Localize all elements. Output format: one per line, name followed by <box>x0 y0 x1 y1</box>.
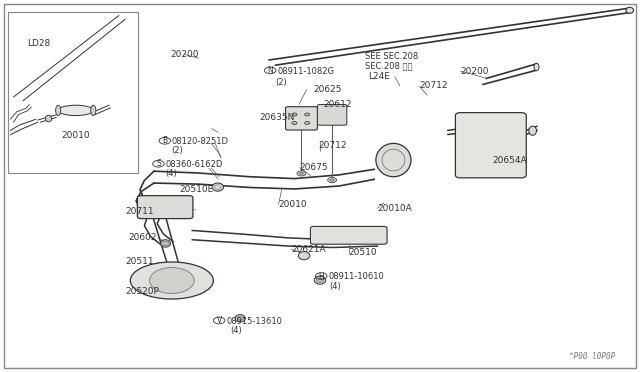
Circle shape <box>305 122 310 125</box>
Ellipse shape <box>161 240 171 247</box>
Circle shape <box>237 317 243 320</box>
Text: 20602: 20602 <box>129 233 157 243</box>
Ellipse shape <box>314 276 326 284</box>
Text: 20200: 20200 <box>170 50 198 59</box>
FancyBboxPatch shape <box>138 196 193 219</box>
Ellipse shape <box>529 126 536 135</box>
FancyBboxPatch shape <box>310 227 387 244</box>
Text: SEE SEC.208: SEE SEC.208 <box>365 52 418 61</box>
Text: 08120-8251D: 08120-8251D <box>172 137 229 146</box>
Circle shape <box>292 113 297 116</box>
Text: SEC.208 参照: SEC.208 参照 <box>365 61 412 70</box>
Ellipse shape <box>150 267 194 294</box>
Text: ^P00 l0P0P: ^P00 l0P0P <box>569 352 615 361</box>
Text: V: V <box>216 316 221 325</box>
Ellipse shape <box>298 251 310 260</box>
Text: 20010: 20010 <box>278 200 307 209</box>
Text: 20711: 20711 <box>125 208 154 217</box>
Circle shape <box>292 122 297 125</box>
Ellipse shape <box>212 183 223 191</box>
Text: 20510: 20510 <box>349 248 378 257</box>
Text: LD28: LD28 <box>28 39 51 48</box>
Text: 20511: 20511 <box>125 257 154 266</box>
Text: 20612: 20612 <box>323 100 352 109</box>
Text: 20635N: 20635N <box>259 113 294 122</box>
Ellipse shape <box>626 7 634 13</box>
Text: 20010A: 20010A <box>378 204 412 213</box>
Circle shape <box>328 177 337 183</box>
Ellipse shape <box>534 63 539 71</box>
Text: (4): (4) <box>330 282 341 291</box>
Circle shape <box>330 179 334 181</box>
Circle shape <box>300 172 303 174</box>
Text: 08911-10610: 08911-10610 <box>328 272 384 281</box>
Ellipse shape <box>58 105 93 116</box>
Text: 20510E: 20510E <box>179 185 214 194</box>
Ellipse shape <box>131 262 213 299</box>
Text: 08911-1082G: 08911-1082G <box>277 67 334 76</box>
Circle shape <box>297 171 306 176</box>
Circle shape <box>305 113 310 116</box>
Bar <box>8 12 138 173</box>
Text: (4): (4) <box>230 326 243 335</box>
Text: 20200: 20200 <box>461 67 489 76</box>
Text: 20625: 20625 <box>314 85 342 94</box>
Circle shape <box>162 241 170 246</box>
Text: (2): (2) <box>172 146 183 155</box>
Text: 20712: 20712 <box>419 81 447 90</box>
Text: H: H <box>319 272 324 280</box>
Text: 08915-13610: 08915-13610 <box>226 317 282 326</box>
Ellipse shape <box>45 115 52 122</box>
Text: N: N <box>268 66 273 75</box>
Text: 20654A: 20654A <box>492 155 527 164</box>
Text: (4): (4) <box>165 169 177 178</box>
Text: B: B <box>163 136 168 145</box>
FancyBboxPatch shape <box>317 105 347 125</box>
FancyBboxPatch shape <box>285 107 317 130</box>
Text: 20712: 20712 <box>319 141 348 150</box>
Text: 08360-6162D: 08360-6162D <box>166 160 223 169</box>
Text: 20010: 20010 <box>61 131 90 141</box>
Ellipse shape <box>235 315 245 322</box>
Ellipse shape <box>91 105 96 116</box>
Text: 20675: 20675 <box>300 163 328 172</box>
Ellipse shape <box>376 143 411 177</box>
Text: L24E: L24E <box>368 72 390 81</box>
Text: 20520P: 20520P <box>125 287 159 296</box>
Text: (2): (2) <box>275 78 287 87</box>
Circle shape <box>316 278 324 282</box>
Ellipse shape <box>56 105 61 116</box>
FancyBboxPatch shape <box>456 113 526 178</box>
Text: 20621A: 20621A <box>291 244 326 253</box>
Text: S: S <box>156 159 161 168</box>
